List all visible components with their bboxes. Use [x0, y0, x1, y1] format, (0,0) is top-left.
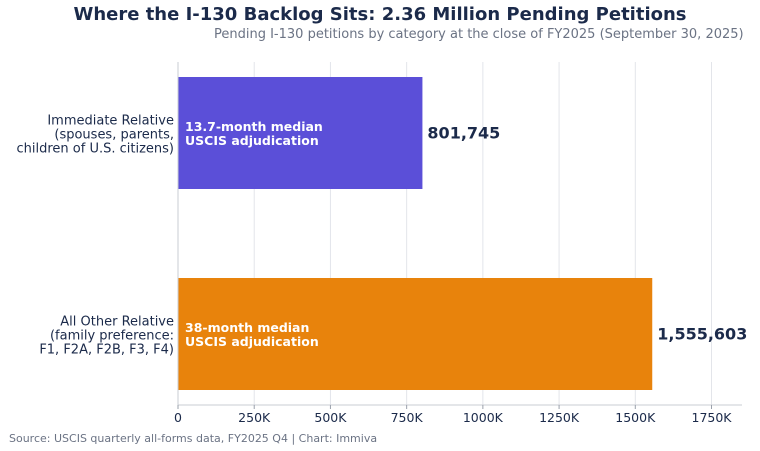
source-note: Source: USCIS quarterly all-forms data, … [9, 432, 378, 445]
x-tick-label: 250K [238, 410, 271, 425]
x-tick-label: 750K [391, 410, 424, 425]
bar [178, 77, 423, 189]
x-tick-label: 1500K [615, 410, 656, 425]
bar [178, 278, 653, 390]
category-label: Immediate Relative (spouses, parents, chil… [17, 114, 175, 157]
x-tick-label: 1250K [539, 410, 580, 425]
x-tick-label: 1750K [692, 410, 733, 425]
value-label: 1,555,603 [657, 325, 747, 344]
value-label: 801,745 [427, 124, 500, 143]
x-tick-label: 0 [174, 410, 182, 425]
chart-subtitle: Pending I-130 petitions by category at t… [214, 27, 744, 42]
x-tick-label: 500K [314, 410, 347, 425]
category-label: All Other Relative (family preference: F1,… [39, 315, 174, 358]
bar-annotation: 38-month median USCIS adjudication [185, 320, 319, 349]
bar-annotation: 13.7-month median USCIS adjudication [185, 119, 323, 148]
x-tick-label: 1000K [463, 410, 504, 425]
chart-title: Where the I-130 Backlog Sits: 2.36 Milli… [73, 4, 687, 25]
